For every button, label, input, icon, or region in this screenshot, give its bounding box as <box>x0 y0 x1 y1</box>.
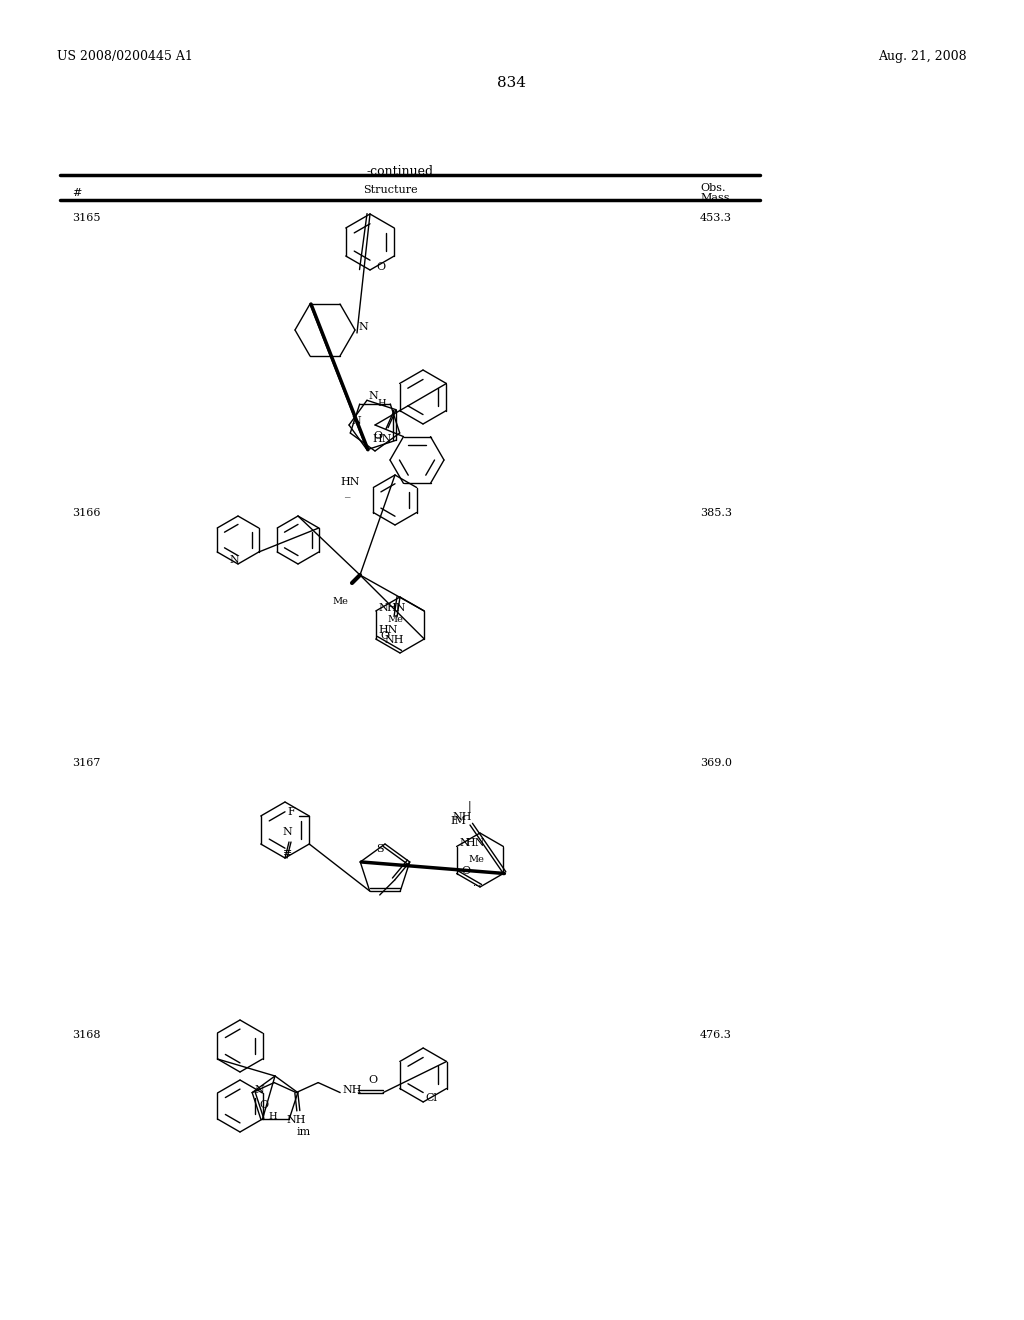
Text: 3165: 3165 <box>72 213 100 223</box>
Text: 3166: 3166 <box>72 508 100 517</box>
Text: #: # <box>72 187 81 198</box>
Text: F: F <box>288 807 295 817</box>
Text: 3168: 3168 <box>72 1030 100 1040</box>
Text: NH: NH <box>453 812 472 822</box>
Text: O: O <box>374 432 383 441</box>
Text: N: N <box>460 838 469 849</box>
Text: O: O <box>381 631 390 642</box>
Text: 453.3: 453.3 <box>700 213 732 223</box>
Text: Me: Me <box>469 854 484 863</box>
Text: NH: NH <box>342 1085 361 1094</box>
Text: N: N <box>254 1085 264 1094</box>
Text: N: N <box>283 828 292 837</box>
Text: HN: HN <box>387 603 407 612</box>
Text: N: N <box>229 554 239 565</box>
Text: ̲: ̲ <box>340 487 350 498</box>
Text: ...: ... <box>496 866 505 875</box>
Text: O: O <box>377 261 385 272</box>
Text: 476.3: 476.3 <box>700 1030 732 1040</box>
Text: O: O <box>259 1101 268 1110</box>
Text: Obs.: Obs. <box>700 183 725 193</box>
Text: S: S <box>376 843 384 854</box>
Text: NH: NH <box>384 635 403 645</box>
Text: HN: HN <box>466 838 485 849</box>
Text: IM: IM <box>451 816 466 826</box>
Text: Aug. 21, 2008: Aug. 21, 2008 <box>879 50 967 63</box>
Text: H: H <box>268 1111 278 1121</box>
Text: HN: HN <box>378 624 397 635</box>
Text: N: N <box>351 416 360 426</box>
Text: HN: HN <box>340 477 359 487</box>
Text: N: N <box>379 603 388 612</box>
Text: |: | <box>461 800 471 812</box>
Text: N: N <box>369 391 379 401</box>
Text: ≡: ≡ <box>283 847 293 858</box>
Text: NH: NH <box>286 1114 305 1125</box>
Text: ...: ... <box>472 879 481 888</box>
Text: Cl: Cl <box>425 1093 437 1104</box>
Text: 834: 834 <box>498 77 526 90</box>
Text: N: N <box>358 322 368 333</box>
Text: O: O <box>462 866 471 875</box>
Text: O: O <box>369 1074 378 1085</box>
Text: 369.0: 369.0 <box>700 758 732 768</box>
Text: Me: Me <box>332 597 348 606</box>
Text: Structure: Structure <box>362 185 418 195</box>
Text: HN: HN <box>373 434 392 444</box>
Text: US 2008/0200445 A1: US 2008/0200445 A1 <box>57 50 193 63</box>
Text: Mass: Mass <box>700 193 729 203</box>
Text: 385.3: 385.3 <box>700 508 732 517</box>
Text: Me: Me <box>388 615 403 623</box>
Text: 3167: 3167 <box>72 758 100 768</box>
Text: im: im <box>297 1126 311 1137</box>
Text: H: H <box>377 399 386 408</box>
Text: -continued: -continued <box>367 165 433 178</box>
